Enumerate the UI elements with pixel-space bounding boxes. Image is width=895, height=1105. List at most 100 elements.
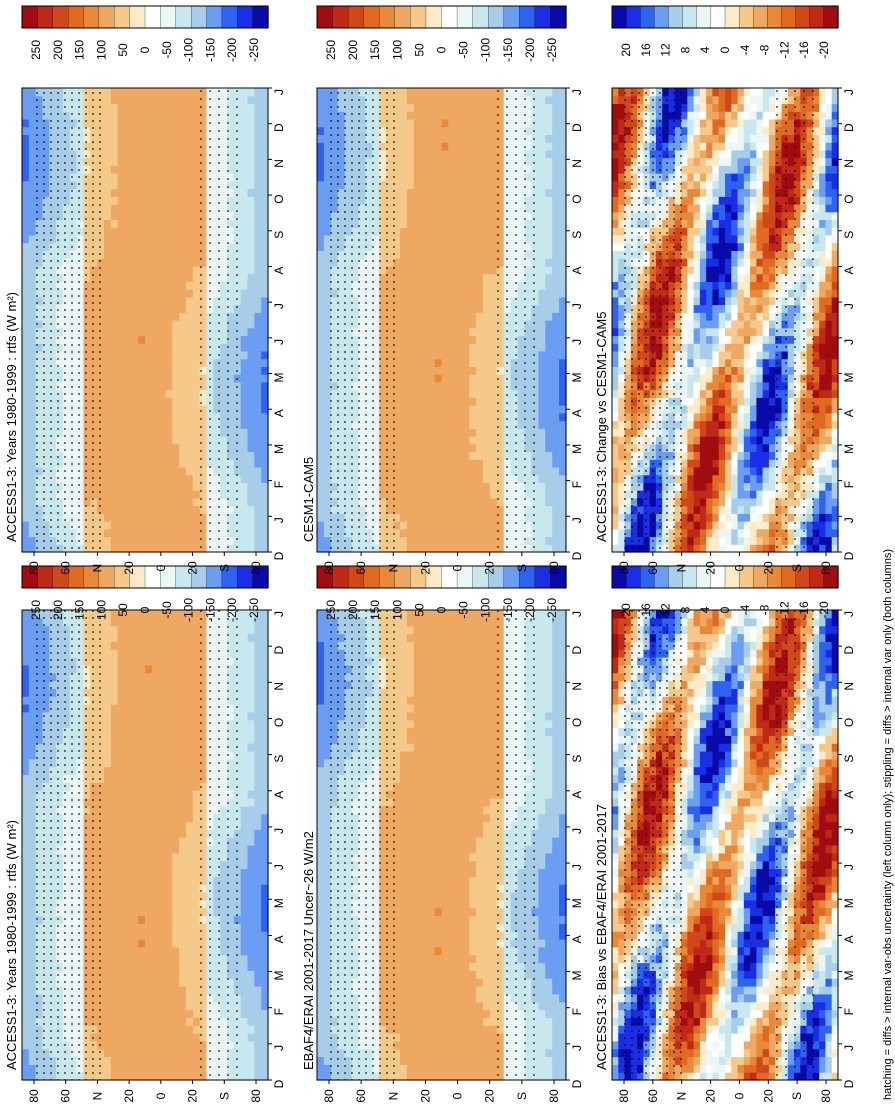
heat-cell <box>104 157 112 166</box>
heat-cell <box>138 1025 146 1034</box>
heat-cell <box>158 173 167 182</box>
heat-cell <box>124 1040 132 1050</box>
heat-cell <box>117 180 126 190</box>
heat-cell <box>117 157 126 166</box>
heat-cell <box>165 899 173 909</box>
heat-cell <box>158 204 167 213</box>
heat-cell <box>247 312 255 321</box>
heat-cell <box>124 617 132 627</box>
heat-cell <box>28 931 37 940</box>
heat-cell <box>22 939 30 948</box>
heat-cell <box>172 892 180 901</box>
heat-cell <box>247 173 255 182</box>
heat-cell <box>179 536 187 545</box>
heat-cell <box>117 852 126 862</box>
heat-cell <box>179 813 187 823</box>
heat-cell <box>247 381 255 391</box>
heat-cell <box>261 482 269 491</box>
heat-cell <box>165 782 173 791</box>
heat-cell <box>151 711 160 721</box>
heat-cell <box>172 126 180 135</box>
heat-cell <box>240 420 249 429</box>
heat-cell <box>138 443 146 453</box>
heat-cell <box>22 837 30 846</box>
heat-cell <box>22 320 30 329</box>
heat-cell <box>254 513 262 522</box>
heat-cell <box>110 273 119 282</box>
heat-cell <box>247 711 255 721</box>
heat-cell <box>158 617 167 627</box>
heat-cell <box>151 986 160 995</box>
heat-cell <box>131 428 139 437</box>
heat-cell <box>117 505 126 514</box>
heat-cell <box>138 923 146 932</box>
heat-cell <box>254 118 262 128</box>
heat-cell <box>254 758 262 768</box>
heat-cell <box>28 374 37 383</box>
heat-cell <box>158 149 167 159</box>
heat-cell <box>247 505 255 514</box>
heat-cell <box>261 95 269 105</box>
heat-cell <box>165 490 173 499</box>
heat-cell <box>172 884 180 893</box>
heat-cell <box>317 743 325 752</box>
heat-cell <box>172 852 180 862</box>
heat-cell <box>165 443 173 453</box>
heat-cell <box>158 798 167 807</box>
heat-cell <box>261 962 269 971</box>
heat-cell <box>179 1040 187 1050</box>
heat-cell <box>186 946 194 956</box>
heat-cell <box>22 704 30 713</box>
heat-cell <box>186 978 194 987</box>
heat-cell <box>172 157 180 166</box>
heat-cell <box>117 954 126 964</box>
heat-cell <box>117 250 126 259</box>
heat-cell <box>124 142 132 151</box>
heat-cell <box>186 173 194 182</box>
heat-cell <box>151 688 160 697</box>
heat-cell <box>124 884 132 893</box>
heat-cell <box>323 993 332 1003</box>
heat-cell <box>138 970 146 979</box>
heat-cell <box>254 482 262 491</box>
heat-cell <box>317 876 325 885</box>
heat-cell <box>254 727 262 736</box>
heat-cell <box>172 397 180 406</box>
heat-cell <box>240 664 249 674</box>
heat-cell <box>186 1033 194 1042</box>
heat-cell <box>165 521 173 530</box>
heat-cell <box>158 420 167 429</box>
heat-cell <box>317 610 325 619</box>
heat-cell <box>172 758 180 768</box>
heat-cell <box>165 939 173 948</box>
heat-cell <box>131 204 139 213</box>
heat-cell <box>151 649 160 658</box>
heat-cell <box>138 88 146 97</box>
heat-cell <box>254 884 262 893</box>
heat-cell <box>317 1001 325 1011</box>
heat-cell <box>158 95 167 105</box>
heat-cell <box>117 111 126 120</box>
heat-cell <box>179 513 187 522</box>
heat-cell <box>240 610 249 619</box>
heat-cell <box>28 892 37 901</box>
heat-cell <box>323 868 332 877</box>
heat-cell <box>151 142 160 151</box>
heat-cell <box>165 405 173 414</box>
heat-cell <box>172 1025 180 1034</box>
heat-cell <box>186 118 194 128</box>
heat-cell <box>145 751 153 760</box>
heat-cell <box>104 633 112 642</box>
heat-cell <box>261 327 269 337</box>
heat-cell <box>172 350 180 360</box>
heat-cell <box>165 95 173 105</box>
heat-cell <box>28 536 37 545</box>
heat-cell <box>247 134 255 143</box>
heat-cell <box>22 258 30 267</box>
heat-cell <box>28 289 37 298</box>
heat-cell <box>165 204 173 213</box>
heat-cell <box>247 1048 255 1058</box>
heat-cell <box>28 782 37 791</box>
heat-cell <box>117 420 126 429</box>
